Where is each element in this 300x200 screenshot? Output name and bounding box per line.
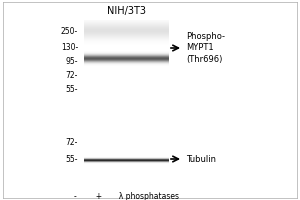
- Text: 55-: 55-: [65, 154, 78, 164]
- Text: 95-: 95-: [65, 58, 78, 66]
- Text: -        +       λ phosphatases: - + λ phosphatases: [74, 192, 178, 200]
- Text: 250-: 250-: [61, 27, 78, 36]
- Text: 55-: 55-: [65, 85, 78, 94]
- Text: 72-: 72-: [66, 138, 78, 147]
- Text: NIH/3T3: NIH/3T3: [106, 6, 146, 16]
- Text: 72-: 72-: [66, 72, 78, 80]
- Text: Tubulin: Tubulin: [186, 154, 216, 164]
- Text: 130-: 130-: [61, 44, 78, 52]
- Text: Phospho-
MYPT1
(Thr696): Phospho- MYPT1 (Thr696): [186, 32, 225, 64]
